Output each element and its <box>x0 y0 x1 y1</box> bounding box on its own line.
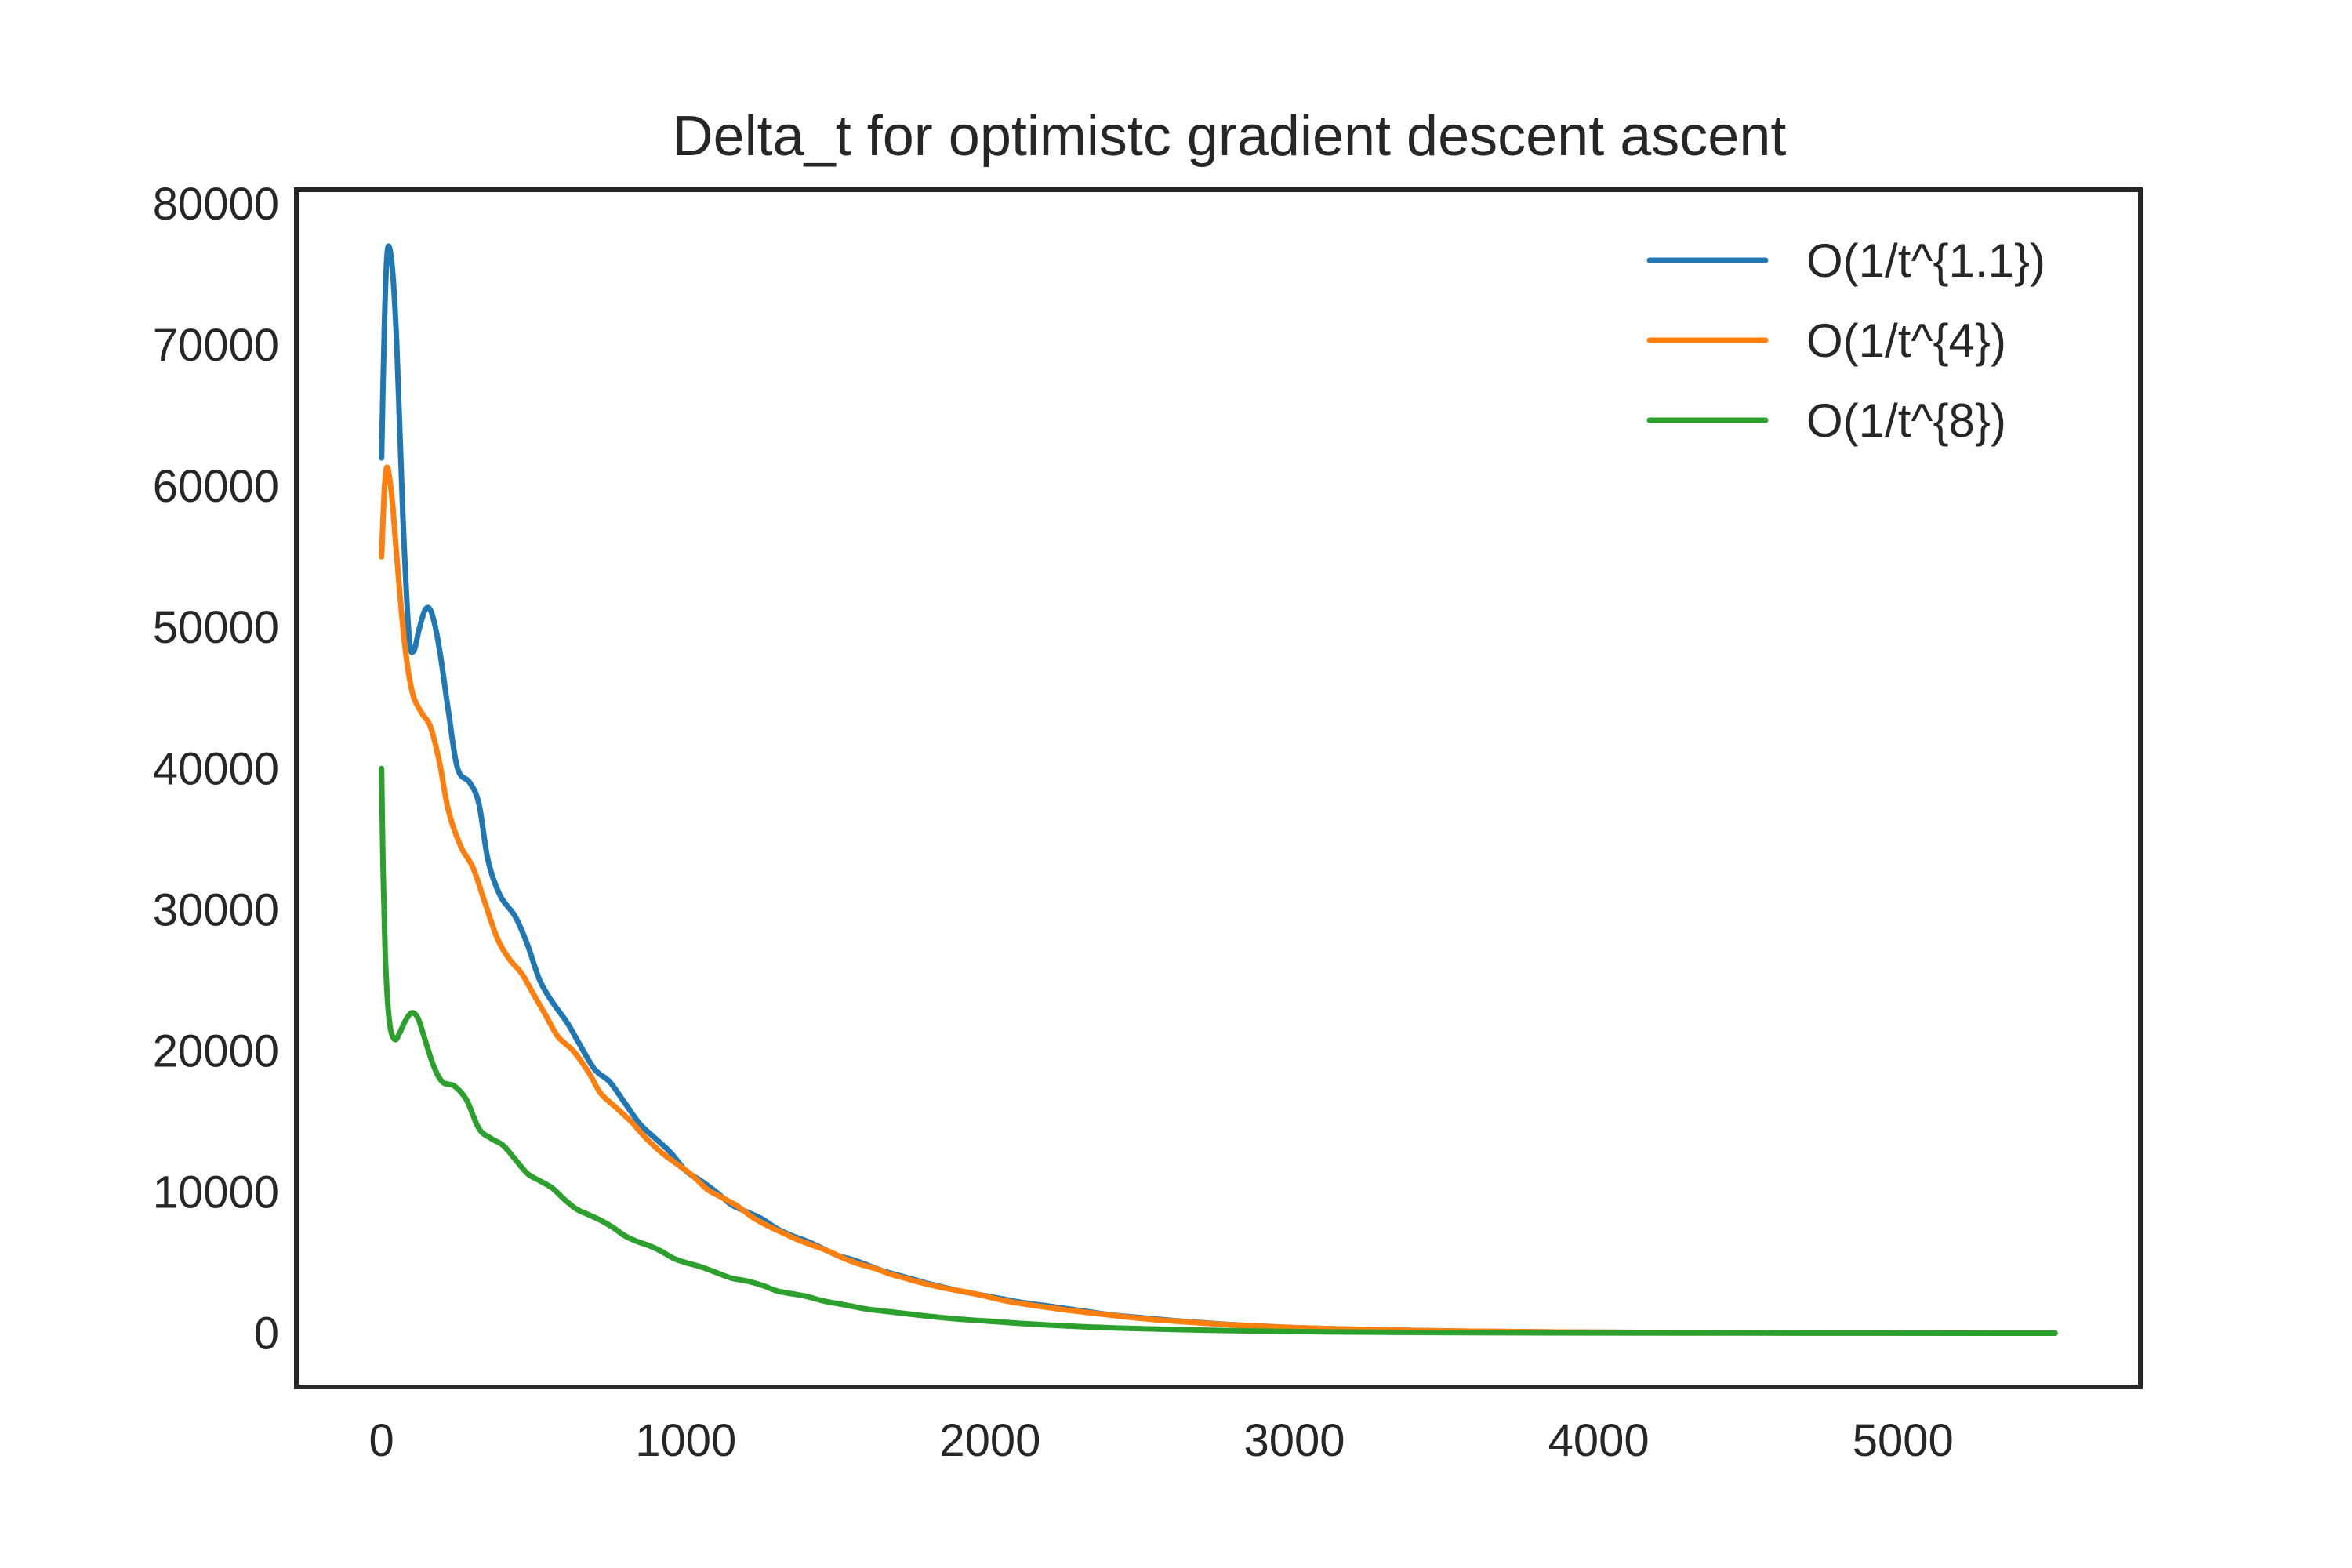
y-tick-label: 10000 <box>153 1167 279 1218</box>
y-tick-label: 80000 <box>153 179 279 230</box>
x-tick-label: 0 <box>369 1415 394 1466</box>
y-tick-label: 60000 <box>153 461 279 512</box>
y-tick-label: 0 <box>254 1308 279 1359</box>
legend: O(1/t^{1.1}) O(1/t^{4}) O(1/t^{8}) <box>1646 234 2045 447</box>
legend-label: O(1/t^{1.1}) <box>1806 234 2045 287</box>
legend-label: O(1/t^{8}) <box>1806 394 2006 447</box>
series-line-2 <box>379 464 2058 1336</box>
legend-item-3: O(1/t^{8}) <box>1646 394 2006 447</box>
legend-item-2: O(1/t^{4}) <box>1646 314 2006 367</box>
y-tick-label: 40000 <box>153 743 279 794</box>
y-axis: 0 10000 20000 30000 40000 50000 60000 70000 8000… <box>153 179 279 1359</box>
series-line-3 <box>379 765 2058 1336</box>
x-tick-label: 5000 <box>1853 1415 1954 1466</box>
x-tick-label: 4000 <box>1548 1415 1650 1466</box>
y-tick-label: 70000 <box>153 320 279 371</box>
y-tick-label: 50000 <box>153 602 279 653</box>
plot-frame <box>294 187 2143 1389</box>
x-tick-label: 2000 <box>939 1415 1040 1466</box>
y-tick-label: 30000 <box>153 884 279 935</box>
x-tick-label: 1000 <box>635 1415 736 1466</box>
series-layer <box>379 243 2058 1336</box>
y-tick-label: 20000 <box>153 1025 279 1076</box>
legend-item-1: O(1/t^{1.1}) <box>1646 234 2045 287</box>
chart-title: Delta_t for optimistc gradient descent a… <box>673 105 1787 168</box>
x-tick-label: 3000 <box>1244 1415 1345 1466</box>
legend-label: O(1/t^{4}) <box>1806 314 2006 367</box>
x-axis: 0 1000 2000 3000 4000 5000 <box>369 1415 1954 1466</box>
